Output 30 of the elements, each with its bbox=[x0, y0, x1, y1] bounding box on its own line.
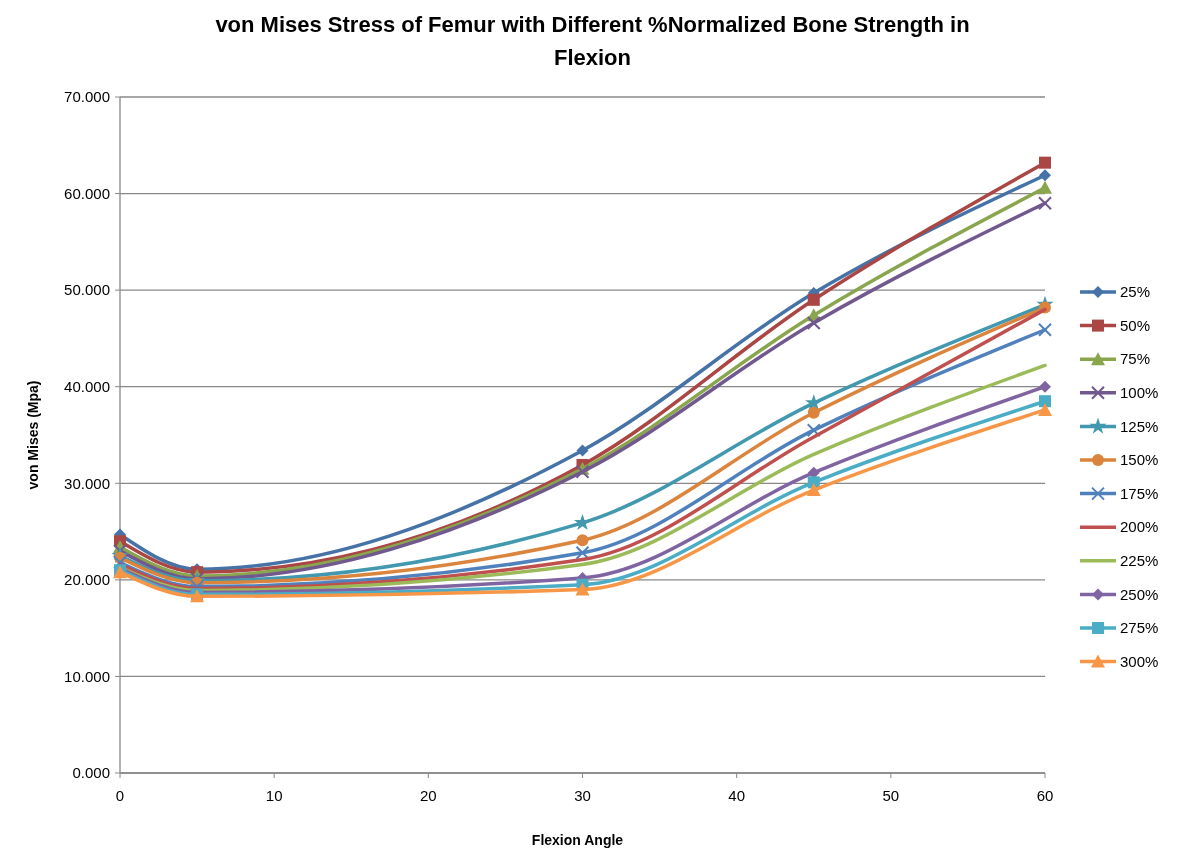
chart-title: von Mises Stress of Femur with Different %Normalized Bone Strength in Flexion bbox=[215, 12, 970, 70]
legend-label: 150% bbox=[1120, 451, 1159, 469]
y-tick-label: 50.000 bbox=[64, 281, 110, 299]
y-tick-label: 60.000 bbox=[64, 184, 110, 202]
x-tick-label: 30 bbox=[574, 787, 591, 804]
legend-label: 75% bbox=[1120, 350, 1151, 368]
legend-label: 125% bbox=[1120, 417, 1159, 435]
y-axis-title: von Mises (Mpa) bbox=[25, 380, 41, 490]
x-tick-label: 10 bbox=[265, 787, 283, 804]
legend-label: 225% bbox=[1120, 552, 1159, 570]
x-tick-label: 0 bbox=[115, 787, 125, 804]
y-tick-label: 0.000 bbox=[72, 764, 110, 782]
x-tick-label: 20 bbox=[419, 787, 437, 804]
legend-label: 300% bbox=[1120, 652, 1159, 670]
legend-label: 250% bbox=[1120, 585, 1159, 603]
legend-label: 175% bbox=[1120, 484, 1159, 502]
legend-label: 275% bbox=[1120, 619, 1159, 637]
legend-label: 200% bbox=[1120, 518, 1159, 536]
y-tick-label: 30.000 bbox=[64, 474, 110, 492]
x-tick-label: 40 bbox=[728, 787, 746, 804]
y-tick-label: 20.000 bbox=[64, 571, 110, 589]
x-tick-label: 50 bbox=[882, 787, 900, 804]
y-tick-label: 10.000 bbox=[64, 667, 110, 685]
x-tick-label: 60 bbox=[1036, 787, 1054, 804]
x-axis-title: Flexion Angle bbox=[531, 832, 624, 848]
y-tick-label: 40.000 bbox=[64, 377, 110, 395]
y-tick-label: 70.000 bbox=[64, 88, 110, 106]
legend-label: 25% bbox=[1120, 283, 1151, 301]
legend-label: 50% bbox=[1120, 316, 1151, 334]
legend-label: 100% bbox=[1120, 384, 1159, 402]
